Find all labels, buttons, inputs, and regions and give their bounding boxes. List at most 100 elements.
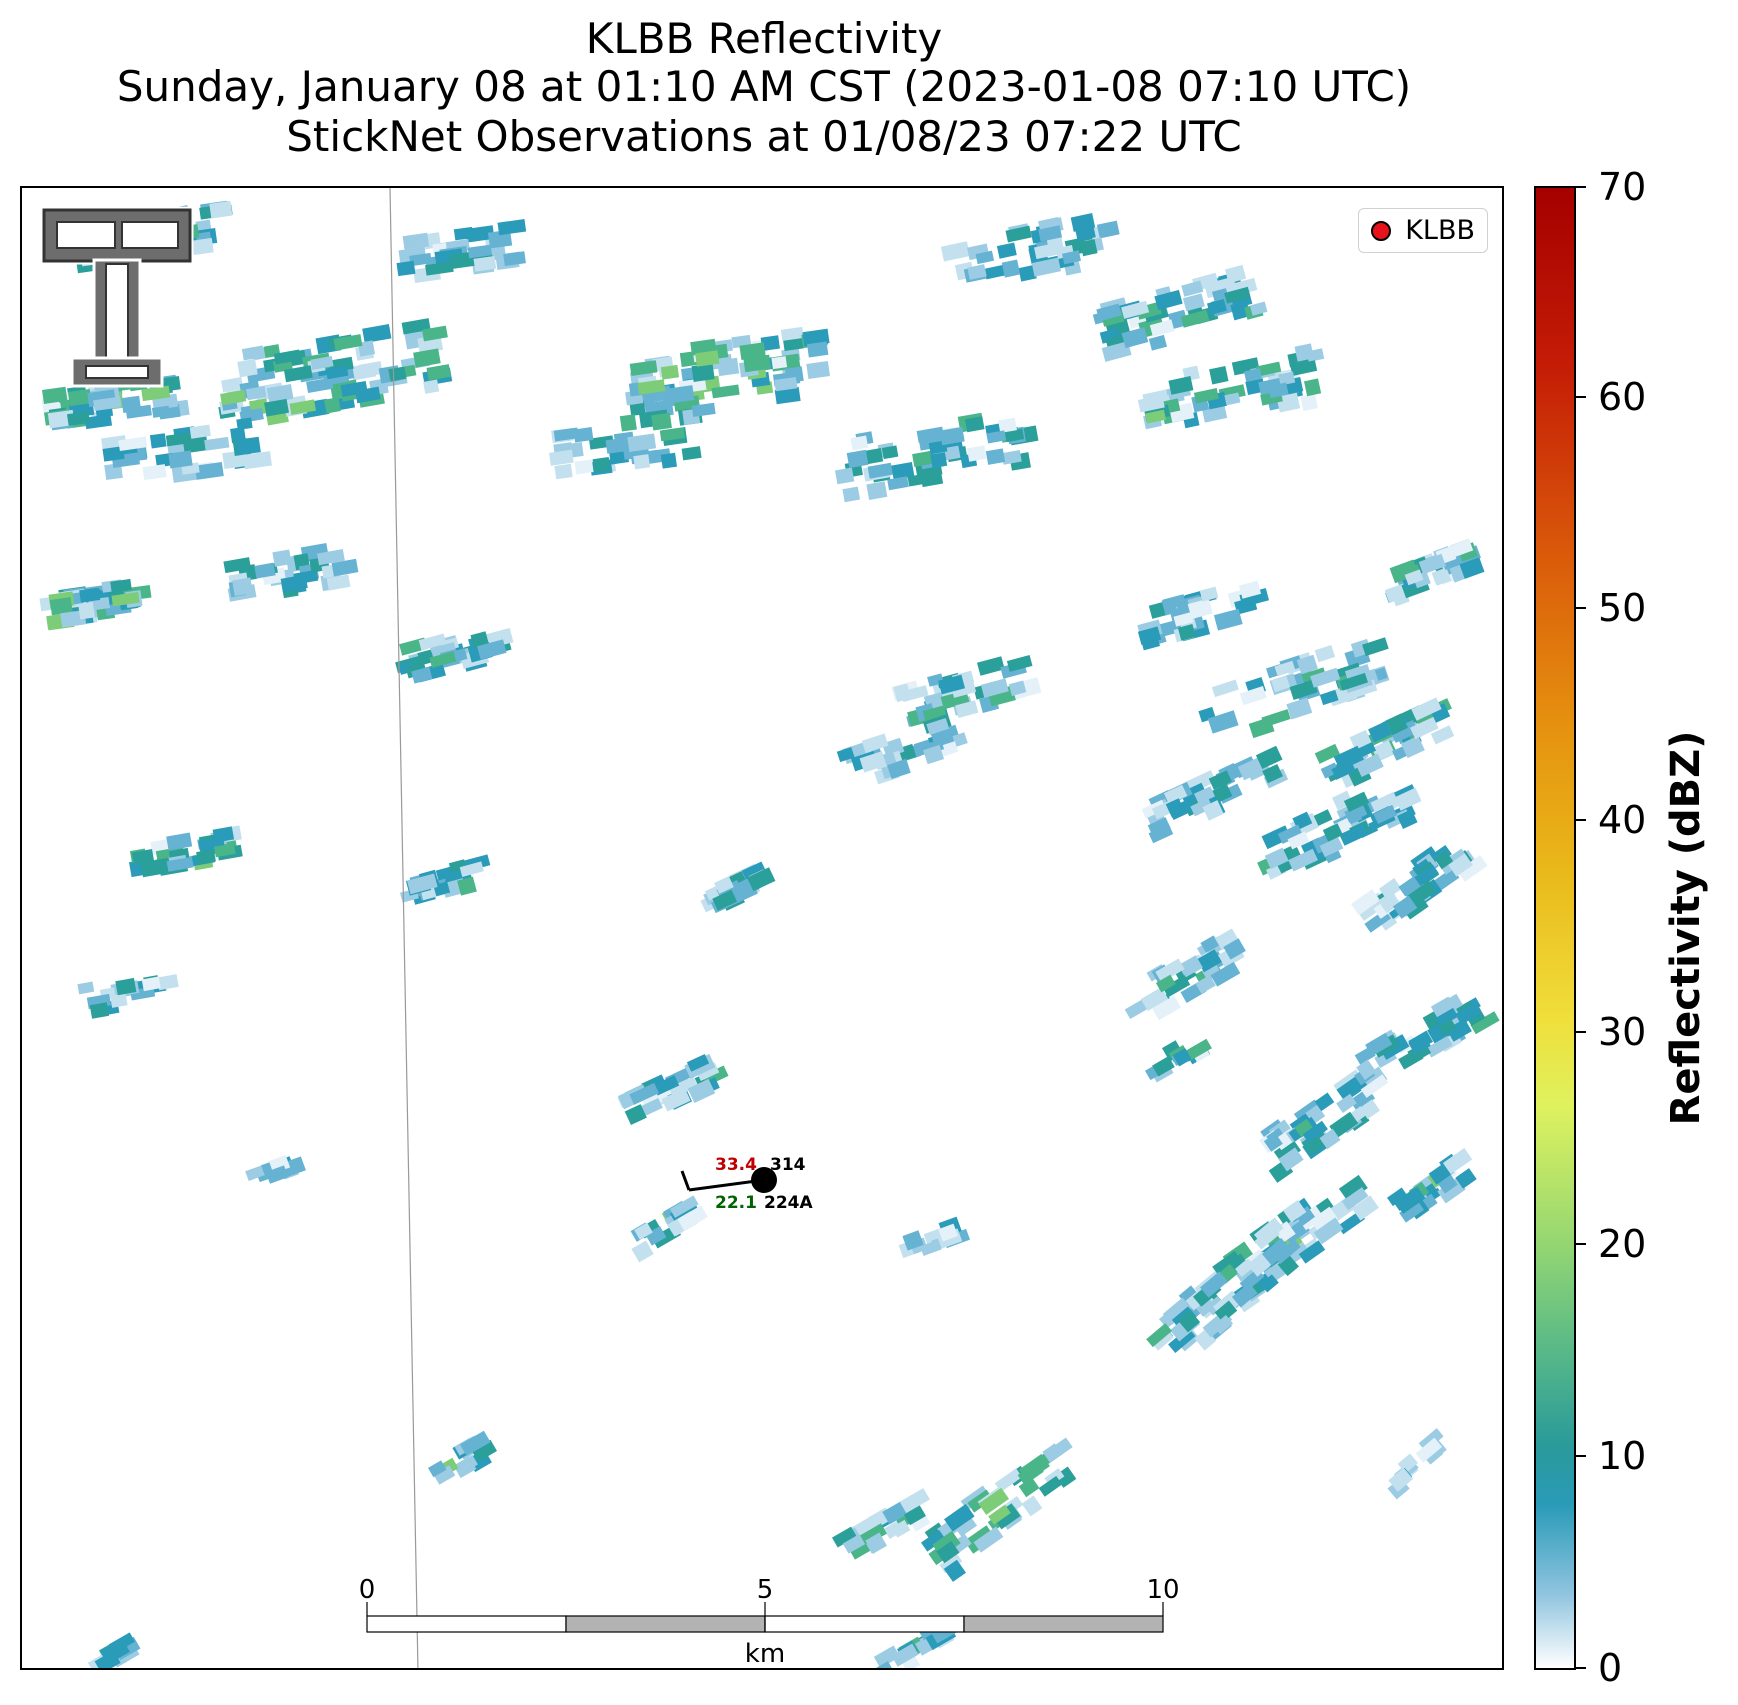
reflectivity-cell	[1387, 1187, 1408, 1207]
reflectivity-cell	[209, 200, 233, 219]
reflectivity-cell	[429, 651, 457, 668]
colorbar-label-70: 70	[1598, 165, 1647, 209]
reflectivity-cell	[1455, 1002, 1483, 1025]
reflectivity-cell	[1430, 996, 1456, 1020]
reflectivity-cell	[1021, 1495, 1043, 1517]
colorbar-tick-mark	[1576, 396, 1586, 398]
reflectivity-cell	[1162, 975, 1191, 998]
reflectivity-cell	[131, 849, 155, 865]
reflectivity-cell	[629, 400, 646, 416]
reflectivity-cell	[89, 1002, 110, 1019]
reflectivity-cell	[326, 574, 351, 591]
reflectivity-cell	[1274, 660, 1296, 677]
reflectivity-cell	[1001, 450, 1022, 465]
reflectivity-cell	[1148, 334, 1168, 351]
reflectivity-cell	[1121, 327, 1149, 349]
legend-label: KLBB	[1405, 215, 1475, 246]
reflectivity-cell	[1234, 596, 1258, 615]
reflectivity-cell	[1277, 824, 1303, 844]
reflectivity-cell	[1254, 1217, 1284, 1246]
reflectivity-cell	[916, 426, 945, 443]
reflectivity-cell	[189, 424, 211, 439]
reflectivity-cell	[283, 365, 313, 383]
reflectivity-cell	[242, 451, 272, 470]
reflectivity-cell	[1180, 309, 1210, 328]
reflectivity-cell	[503, 251, 526, 267]
reflectivity-cell	[1213, 1315, 1234, 1335]
scale-bar: 0 5 10 km	[359, 1575, 1180, 1668]
reflectivity-cell	[627, 433, 657, 452]
reflectivity-cell	[874, 1661, 896, 1668]
reflectivity-cell	[881, 445, 899, 460]
reflectivity-cell	[1255, 361, 1282, 377]
reflectivity-cell	[573, 427, 594, 443]
reflectivity-cell	[1202, 800, 1224, 821]
reflectivity-cell	[221, 377, 244, 393]
reflectivity-cell	[624, 1104, 647, 1126]
reflectivity-cell	[1004, 428, 1025, 443]
reflectivity-cell	[1210, 961, 1241, 987]
reflectivity-cell	[1329, 1111, 1359, 1138]
reflectivity-cell	[223, 557, 252, 574]
reflectivity-cell	[802, 328, 830, 347]
reflectivity-cell	[1411, 697, 1442, 721]
reflectivity-cell	[317, 549, 345, 566]
radar-map[interactable]: 33.4 314 22.1 224A 0 5 10 km KLBB	[20, 186, 1504, 1670]
reflectivity-cell	[1278, 1147, 1304, 1172]
reflectivity-cell	[1225, 264, 1247, 284]
reflectivity-cell	[1300, 393, 1318, 412]
reflectivity-cell	[1360, 1074, 1389, 1098]
reflectivity-cell	[714, 876, 734, 894]
reflectivity-cell	[457, 876, 477, 896]
reflectivity-cell	[49, 597, 73, 616]
reflectivity-cell	[1442, 1148, 1473, 1175]
reflectivity-cell	[1207, 710, 1239, 734]
reflectivity-cell	[1314, 1092, 1335, 1112]
reflectivity-cell	[806, 341, 829, 358]
reflectivity-cell	[980, 678, 1009, 698]
reflectivity-cell	[1262, 1237, 1291, 1266]
reflectivity-cell	[1344, 663, 1371, 681]
reflectivity-cell	[1310, 1206, 1338, 1232]
reflectivity-cell	[743, 354, 772, 373]
reflectivity-cell	[1359, 1099, 1380, 1120]
reflectivity-cell	[1200, 935, 1220, 953]
reflectivity-cell	[1470, 1011, 1500, 1035]
reflectivity-cell	[1168, 1327, 1196, 1353]
reflectivity-cell	[1313, 1217, 1344, 1245]
reflectivity-cell	[182, 434, 209, 454]
reflectivity-cell	[1181, 280, 1204, 297]
scale-tick-5: 5	[757, 1575, 774, 1605]
station-marker[interactable]	[751, 1167, 777, 1193]
reflectivity-cell	[1394, 787, 1422, 811]
reflectivity-cell	[425, 261, 454, 276]
reflectivity-cell	[306, 377, 334, 394]
reflectivity-cell	[953, 1515, 978, 1537]
reflectivity-cell	[477, 639, 507, 660]
colorbar-label-50: 50	[1598, 586, 1647, 630]
reflectivity-cell	[1339, 823, 1369, 846]
reflectivity-cell	[739, 342, 766, 361]
reflectivity-cell	[1333, 745, 1364, 771]
reflectivity-cell	[1018, 1477, 1040, 1498]
reflectivity-cell	[1450, 538, 1474, 558]
title-line-2: Sunday, January 08 at 01:10 AM CST (2023…	[116, 62, 1412, 111]
reflectivity-cell	[619, 414, 637, 432]
station-plot[interactable]: 33.4 314 22.1 224A	[680, 1155, 813, 1213]
reflectivity-cell	[645, 1225, 667, 1246]
reflectivity-cell	[67, 411, 91, 426]
reflectivity-cell	[1276, 392, 1301, 413]
colorbar-label-60: 60	[1598, 375, 1647, 419]
reflectivity-cell	[1194, 1328, 1217, 1351]
reflectivity-cell	[842, 1534, 866, 1554]
reflectivity-cell	[453, 226, 474, 241]
reflectivity-cell	[1385, 713, 1409, 736]
scale-tick-0: 0	[359, 1575, 376, 1605]
reflectivity-cell	[1162, 594, 1186, 610]
reflectivity-cell	[633, 454, 651, 470]
reflectivity-cell	[1373, 804, 1398, 824]
reflectivity-cell	[891, 1643, 919, 1667]
reflectivity-cell	[110, 578, 132, 593]
reflectivity-cell	[882, 1501, 908, 1525]
reflectivity-cell	[996, 242, 1017, 259]
